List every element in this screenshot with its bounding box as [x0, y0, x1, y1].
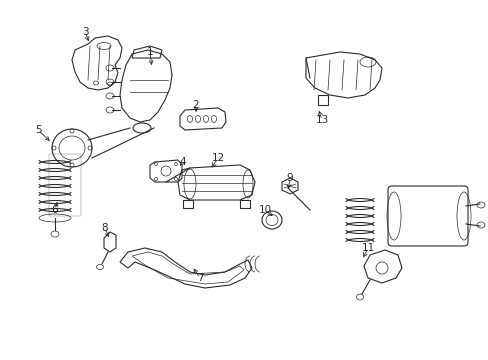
Text: 12: 12 [211, 153, 224, 163]
Text: 11: 11 [361, 243, 374, 253]
Text: 7: 7 [196, 273, 203, 283]
Text: 4: 4 [179, 157, 186, 167]
Text: 3: 3 [81, 27, 88, 37]
Text: 1: 1 [146, 47, 153, 57]
Text: 8: 8 [102, 223, 108, 233]
Text: 2: 2 [192, 100, 199, 110]
Text: 13: 13 [315, 115, 328, 125]
Text: 9: 9 [286, 173, 293, 183]
Text: 10: 10 [258, 205, 271, 215]
Text: 6: 6 [52, 205, 58, 215]
Text: 5: 5 [35, 125, 41, 135]
